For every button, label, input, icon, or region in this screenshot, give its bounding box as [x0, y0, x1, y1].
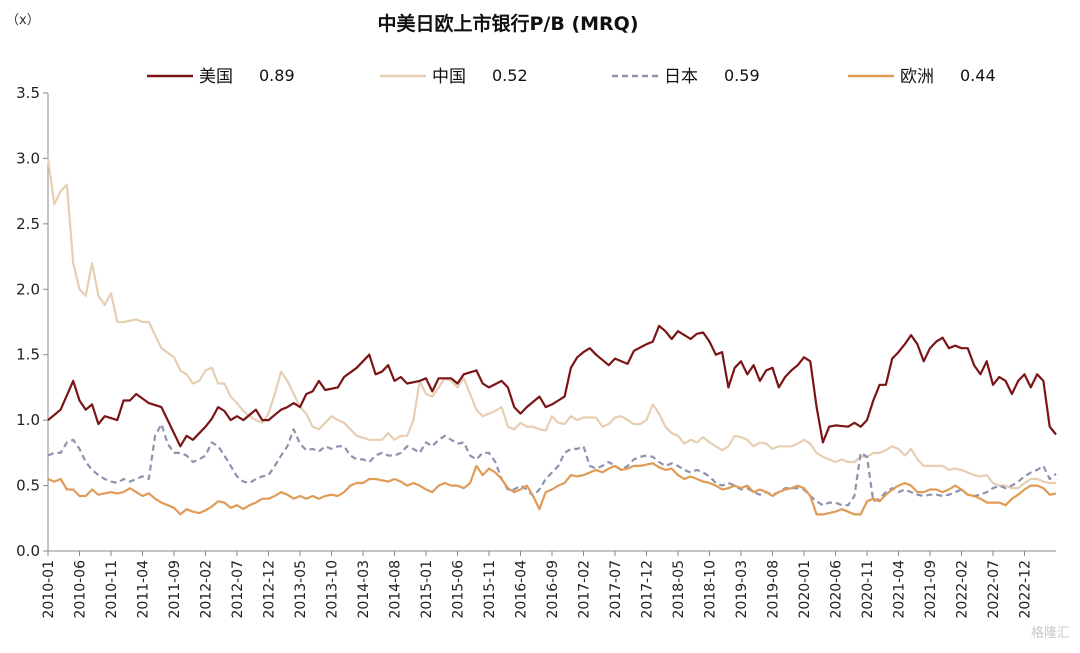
x-axis: 2010-01 2010-06 2010-11 2011-04 2011-09 2012-…: [41, 550, 1056, 619]
legend-label-0: 美国: [199, 67, 233, 87]
legend-label-2: 日本: [664, 67, 698, 87]
x-tick-label: 2014-03: [356, 560, 372, 619]
chart-title: 中美日欧上市银行P/B (MRQ): [377, 12, 638, 35]
series-line-2: [47, 423, 1057, 507]
x-tick-label: 2022-12: [1018, 560, 1034, 619]
y-tick-label: 2.5: [16, 215, 40, 233]
x-tick-label: 2010-06: [73, 560, 89, 619]
watermark: 格隆汇: [1030, 626, 1070, 641]
x-tick-label: 2020-06: [829, 560, 845, 619]
legend-value-2: 0.59: [724, 66, 760, 85]
x-tick-label: 2015-06: [451, 560, 467, 619]
legend-value-0: 0.89: [259, 66, 295, 85]
y-tick-label: 1.5: [16, 346, 40, 364]
y-tick-label: 3.0: [16, 149, 40, 167]
x-tick-label: 2016-09: [545, 560, 561, 619]
legend: 美国 0.89 中国 0.52 日本 0.59 欧洲 0.44: [147, 66, 996, 87]
x-tick-label: 2019-08: [766, 560, 782, 619]
y-tick-label: 1.0: [16, 411, 40, 429]
x-tick-label: 2020-11: [860, 560, 876, 619]
y-tick-label: 0.5: [16, 477, 40, 495]
unit-label: （x）: [6, 13, 40, 28]
x-tick-label: 2016-04: [514, 560, 530, 619]
legend-label-1: 中国: [432, 67, 466, 87]
x-tick-label: 2011-04: [136, 560, 152, 619]
x-tick-label: 2013-05: [293, 560, 309, 619]
x-tick-label: 2012-07: [230, 560, 246, 619]
x-tick-label: 2022-07: [986, 560, 1002, 619]
x-tick-label: 2018-05: [671, 560, 687, 619]
x-tick-label: 2014-08: [388, 560, 404, 619]
series-line-3: [47, 462, 1057, 516]
y-axis: 0.0 0.5 1.0 1.5 2.0 2.5 3.0 3.5: [16, 84, 49, 560]
y-tick-label: 0.0: [16, 542, 40, 560]
series-layer: [46, 158, 1057, 516]
y-tick-label: 2.0: [16, 280, 40, 298]
x-tick-label: 2021-09: [923, 560, 939, 619]
x-tick-label: 2013-10: [325, 560, 341, 619]
legend-value-3: 0.44: [960, 66, 996, 85]
series-line-0: [47, 324, 1057, 448]
x-tick-label: 2011-09: [167, 560, 183, 619]
x-tick-label: 2017-12: [640, 560, 656, 619]
x-tick-label: 2015-01: [419, 560, 435, 619]
x-tick-label: 2018-10: [703, 560, 719, 619]
x-tick-label: 2015-11: [482, 560, 498, 619]
x-tick-label: 2012-12: [262, 560, 278, 619]
x-tick-label: 2012-02: [199, 560, 215, 619]
series-line-1: [46, 158, 1056, 490]
x-tick-label: 2020-01: [797, 560, 813, 619]
x-tick-label: 2021-04: [892, 560, 908, 619]
y-tick-label: 3.5: [16, 84, 40, 102]
x-tick-label: 2010-11: [104, 560, 120, 619]
x-tick-label: 2010-01: [41, 560, 57, 619]
legend-value-1: 0.52: [492, 66, 528, 85]
x-tick-label: 2022-02: [955, 560, 971, 619]
legend-label-3: 欧洲: [900, 67, 934, 87]
x-tick-label: 2017-02: [577, 560, 593, 619]
x-tick-label: 2019-03: [734, 560, 750, 619]
x-tick-label: 2017-07: [608, 560, 624, 619]
